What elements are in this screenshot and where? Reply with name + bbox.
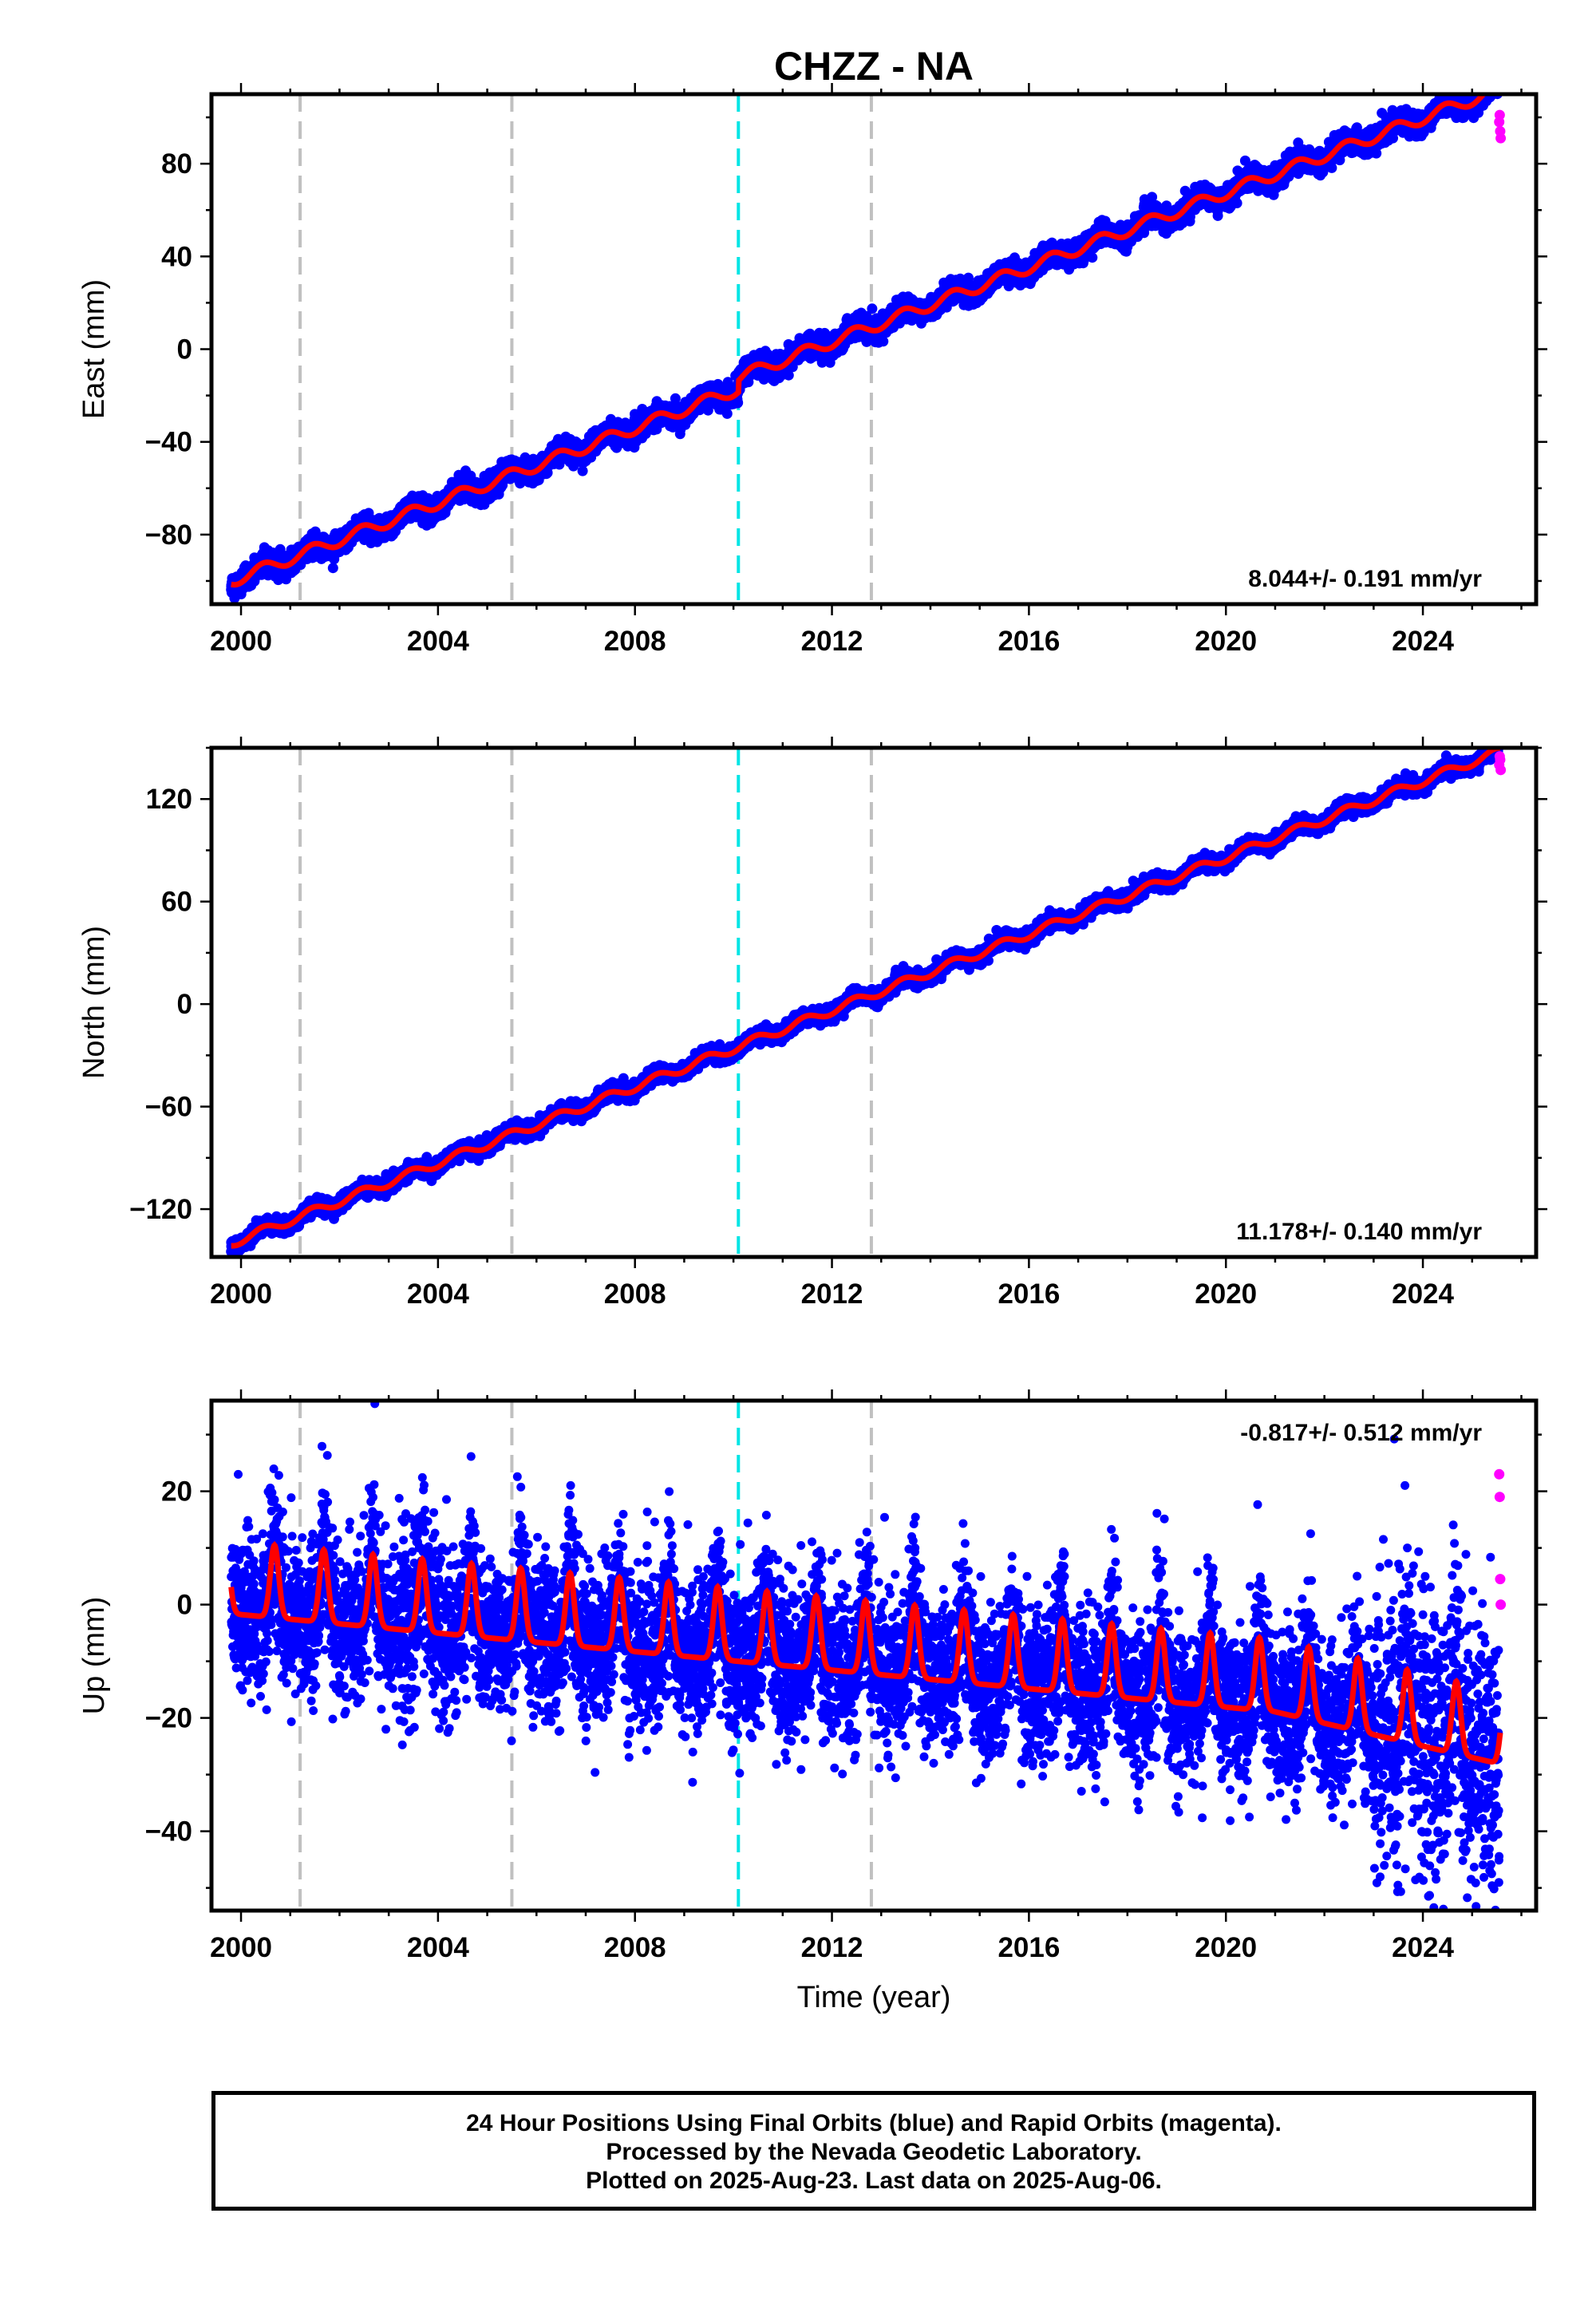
plot-area-east — [226, 94, 1507, 604]
data-point — [721, 408, 733, 419]
panels: 2000 2004 2008 2012 2016 2020 2024−80−4004080E… — [77, 83, 1547, 1963]
data-point — [878, 336, 889, 347]
data-point — [327, 563, 338, 574]
panel-east: 2000 2004 2008 2012 2016 2020 2024−80−4004080E… — [77, 83, 1547, 657]
data-point — [867, 303, 878, 314]
figure-title: CHZZ - NA — [774, 44, 974, 89]
final-orbit-points-east — [226, 94, 1503, 603]
